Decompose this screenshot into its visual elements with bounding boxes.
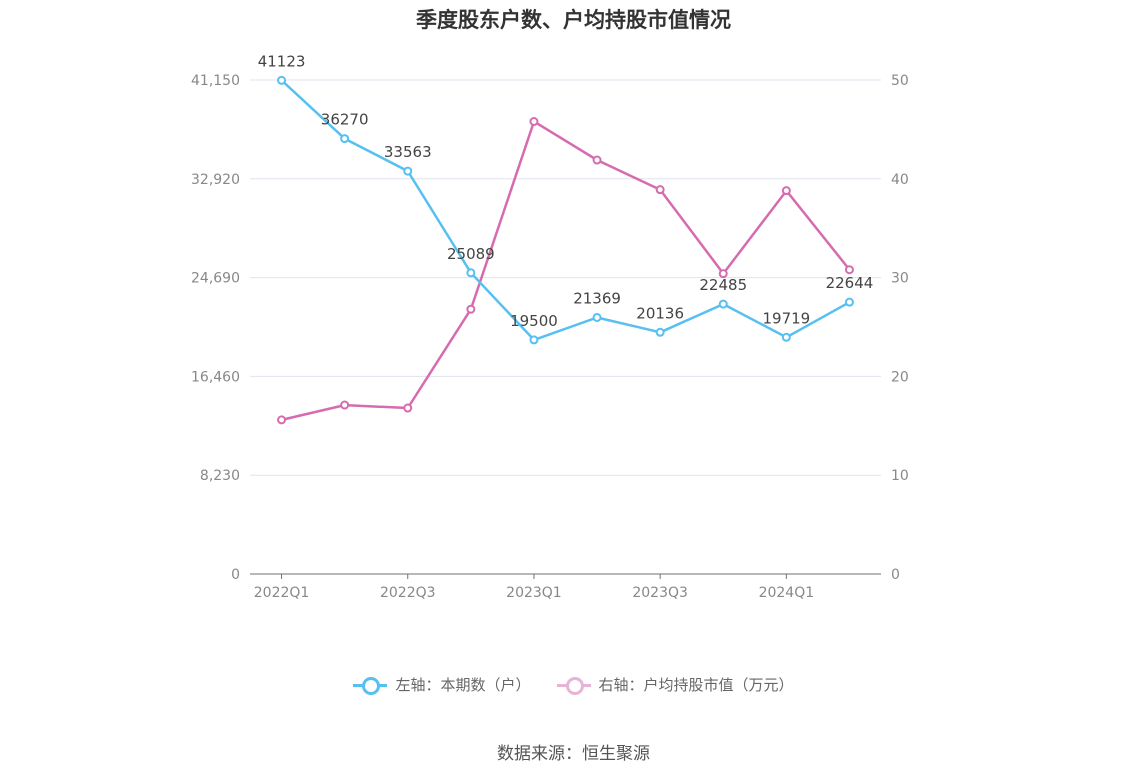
data-label: 19500 [510, 312, 558, 330]
data-label: 22485 [699, 276, 747, 294]
legend-line-icon [353, 675, 388, 695]
left-axis-tick-label: 0 [231, 567, 240, 583]
data-point [781, 186, 791, 196]
x-axis-tick-label: 2023Q3 [632, 585, 688, 601]
data-label: 22644 [826, 274, 874, 292]
right-axis-tick-label: 20 [891, 369, 909, 385]
source-note: 数据来源：恒生聚源 [497, 744, 650, 764]
left-axis-tick-label: 32,920 [191, 172, 240, 188]
left-axis-tick-label: 8,230 [200, 468, 240, 484]
data-point [655, 327, 665, 337]
data-label: 41123 [258, 52, 306, 70]
x-axis-tick-label: 2022Q1 [254, 585, 310, 601]
data-label: 33563 [384, 143, 432, 161]
left-axis-tick-label: 41,150 [191, 73, 240, 89]
right-axis-tick-label: 40 [891, 172, 909, 188]
legend-label-avg-value: 右轴：户均持股市值（万元） [598, 676, 794, 694]
data-label: 36270 [321, 111, 369, 129]
data-point [403, 403, 413, 413]
data-point [466, 268, 476, 278]
x-axis-tick-label: 2024Q1 [759, 585, 815, 601]
x-axis-tick-label: 2023Q1 [506, 585, 562, 601]
data-point [592, 155, 602, 165]
data-point [718, 299, 728, 309]
legend: 左轴：本期数（户） 右轴：户均持股市值（万元） [0, 674, 1147, 695]
data-point [529, 116, 539, 126]
left-axis-tick-label: 16,460 [191, 369, 240, 385]
legend-label-households: 左轴：本期数（户） [395, 676, 531, 694]
data-point [340, 134, 350, 144]
data-label: 21369 [573, 289, 621, 307]
right-axis-tick-label: 0 [891, 567, 900, 583]
right-axis-tick-label: 10 [891, 468, 909, 484]
right-axis-tick-label: 30 [891, 271, 909, 287]
data-label: 20136 [636, 304, 684, 322]
data-point [718, 269, 728, 279]
legend-item-households[interactable]: 左轴：本期数（户） [353, 674, 531, 695]
data-point [844, 265, 854, 275]
axes: 0 0 8,230 10 16,460 20 24,690 30 32,920 40 41,150 5… [191, 73, 909, 601]
data-point [844, 297, 854, 307]
legend-line-icon [556, 675, 591, 695]
series-lines [277, 75, 854, 425]
left-axis-tick-label: 24,690 [191, 271, 240, 287]
series-line-households [280, 79, 851, 342]
data-label: 25089 [447, 245, 495, 263]
data-point [529, 335, 539, 345]
series-line-avg-value [281, 120, 851, 422]
data-point [403, 166, 413, 176]
data-point [655, 185, 665, 195]
x-axis-tick-label: 2022Q3 [380, 585, 436, 601]
right-axis-tick-label: 50 [891, 73, 909, 89]
data-point [592, 312, 602, 322]
data-label: 19719 [762, 309, 810, 327]
grid-lines [250, 79, 881, 476]
chart-title: 季度股东户数、户均持股市值情况 [416, 8, 731, 32]
data-point [277, 415, 287, 425]
data-labels: 41123 36270 33563 25089 19500 21369 20136 22485… [258, 52, 874, 330]
data-point [340, 400, 350, 410]
legend-item-avg-value[interactable]: 右轴：户均持股市值（万元） [556, 674, 794, 695]
data-point [277, 75, 287, 85]
data-point [466, 304, 476, 314]
data-point [781, 332, 791, 342]
